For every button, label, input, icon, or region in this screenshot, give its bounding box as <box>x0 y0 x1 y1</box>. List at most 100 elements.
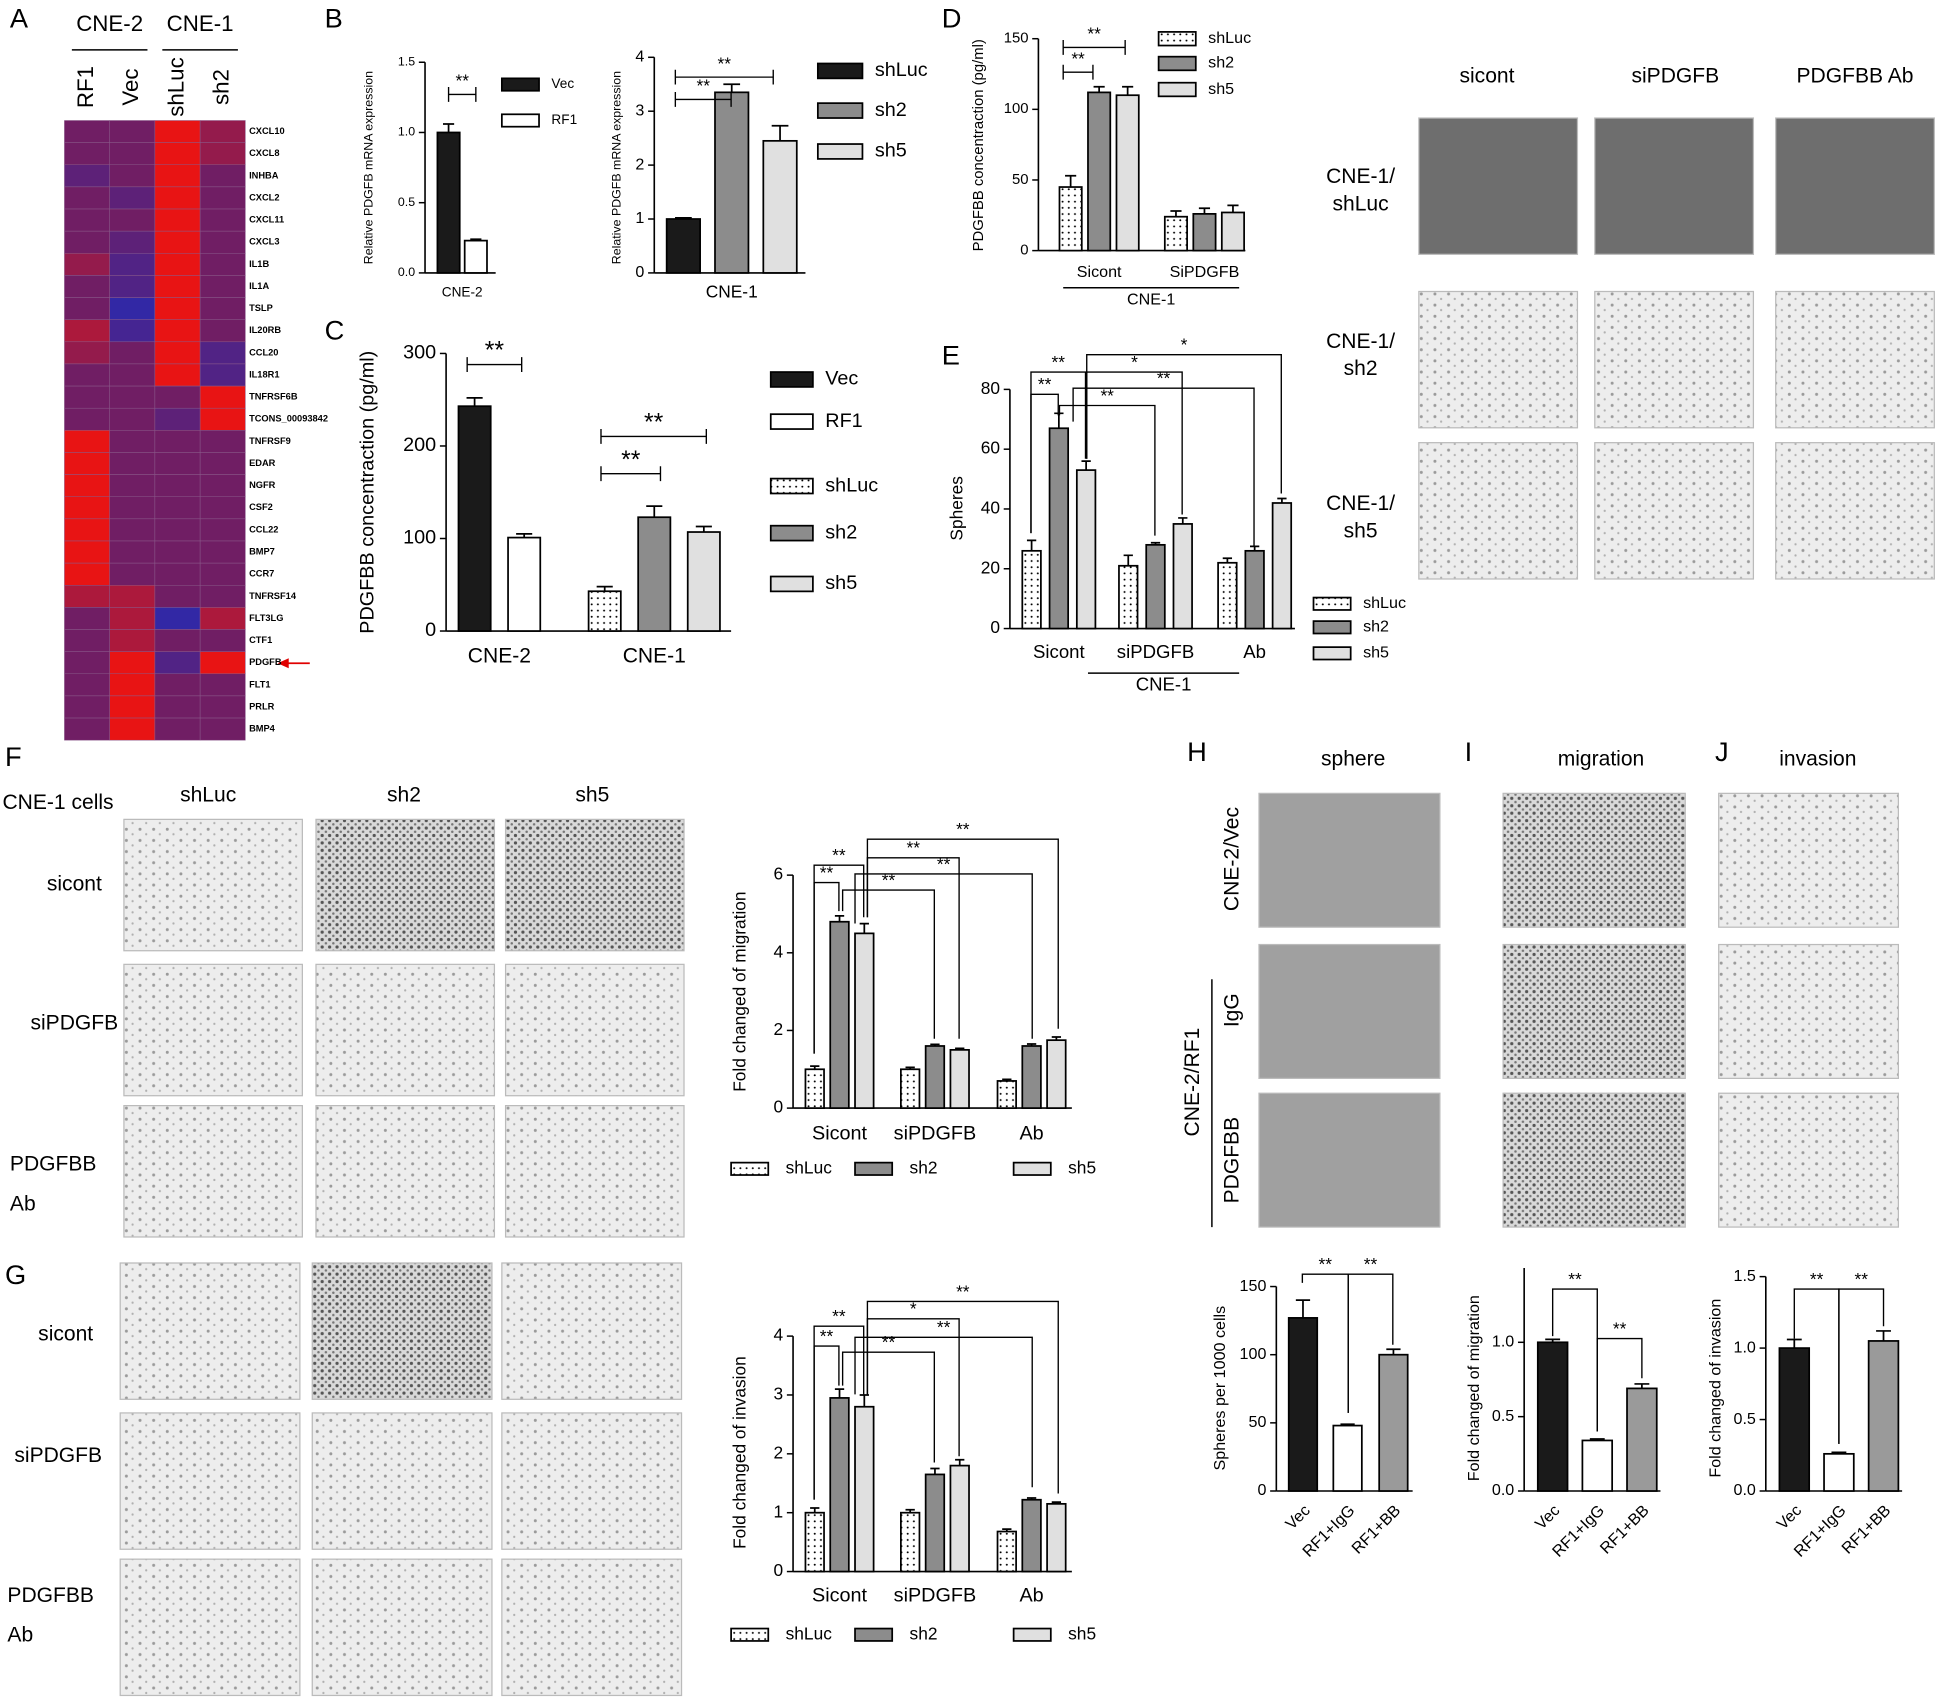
row-label: CXCL2 <box>249 192 279 202</box>
row-label: CNE-1/ <box>1326 492 1395 515</box>
legend-swatch <box>1312 646 1352 661</box>
y-axis-label: PDGFBB concentraction (pg/ml) <box>971 39 987 251</box>
row-label: siPDGFB <box>30 1011 118 1034</box>
legend-label: Vec <box>825 368 858 390</box>
group-label: CNE-1 <box>167 11 234 36</box>
heatmap-cell <box>109 651 156 675</box>
y-tick-label: 50 <box>1012 172 1029 188</box>
bar <box>1192 213 1217 252</box>
row-label: IL18R1 <box>249 369 279 379</box>
heatmap-cell <box>199 275 246 298</box>
heatmap-cell <box>64 430 110 453</box>
row-label: Ab <box>7 1624 33 1647</box>
column-label: sh2 <box>209 69 234 105</box>
row-label: IL1B <box>249 259 269 269</box>
x-tick-label: Sicont <box>1033 641 1085 662</box>
heatmap-cell <box>109 142 156 166</box>
x-tick-label: SiPDGFB <box>1170 263 1240 281</box>
row-label: TSLP <box>249 303 273 313</box>
legend-label: sh2 <box>910 1623 938 1643</box>
significance-bracket <box>841 1351 936 1463</box>
heatmap-cell <box>199 518 246 542</box>
y-tick-label: 1.5 <box>1734 1267 1756 1285</box>
x-tick-label: RF1+BB <box>1597 1501 1653 1557</box>
row-label: TNFRSF6B <box>249 392 298 402</box>
error-bar <box>905 1066 915 1070</box>
heatmap-cell <box>109 164 156 188</box>
significance-bracket <box>1596 1337 1643 1432</box>
micrograph <box>1258 792 1441 928</box>
row-label: PDGFB <box>249 657 282 667</box>
significance-bracket <box>866 1318 960 1457</box>
heatmap-cell <box>199 186 246 210</box>
error-bar <box>1227 204 1239 213</box>
bar <box>1378 1353 1409 1492</box>
significance-bracket <box>600 466 662 482</box>
y-tick-label: 0.5 <box>398 195 415 209</box>
heatmap-cell <box>154 629 201 652</box>
bar <box>1244 549 1265 630</box>
y-tick-label: 4 <box>774 941 784 961</box>
bar <box>924 1473 946 1573</box>
micrograph <box>501 1262 683 1400</box>
heatmap-cell <box>154 673 201 697</box>
error-bar <box>905 1508 915 1513</box>
significance-label: ** <box>1157 368 1171 388</box>
significance-label: * <box>1181 335 1188 355</box>
x-tick-label: Vec <box>1773 1501 1805 1533</box>
bar <box>1332 1424 1363 1492</box>
heatmap-cell <box>154 208 201 232</box>
row-label: FLT1 <box>249 679 270 689</box>
legend-swatch <box>769 477 814 495</box>
micrograph <box>315 1105 496 1238</box>
y-tick-label: 3 <box>774 1384 784 1404</box>
significance-label: ** <box>1854 1269 1868 1289</box>
significance-label: * <box>1131 352 1138 372</box>
significance-bracket <box>1086 354 1282 494</box>
row-label: shLuc <box>1333 192 1389 215</box>
y-tick-label: 0 <box>990 617 1000 637</box>
group-label: CNE-2 <box>76 11 143 36</box>
heatmap-cell <box>64 164 110 188</box>
heatmap-cell <box>109 474 156 497</box>
heatmap-cell <box>199 585 246 608</box>
bar <box>1145 543 1166 630</box>
bar <box>949 1464 970 1573</box>
legend-label: sh2 <box>1208 54 1234 72</box>
micrograph <box>123 1105 303 1238</box>
heatmap-cell <box>109 496 156 520</box>
x-tick-label: CNE-1 <box>623 645 686 668</box>
y-tick-label: 300 <box>403 342 436 364</box>
heatmap-cell <box>64 496 110 520</box>
heatmap-cell <box>199 629 246 652</box>
bar <box>996 1530 1017 1573</box>
row-label: sicont <box>47 873 102 896</box>
micrograph <box>1718 1092 1900 1228</box>
heatmap-cell <box>109 363 156 387</box>
legend-swatch <box>769 524 814 542</box>
heatmap-cell <box>154 341 201 365</box>
panel-labels: A B C D E F G H I J <box>5 2 1729 1290</box>
heatmap-cell <box>109 607 156 630</box>
row-label: CNE-1/ <box>1326 165 1395 188</box>
x-tick-label: Sicont <box>812 1122 868 1144</box>
heatmap-cell <box>109 518 156 542</box>
heatmap-cell <box>109 230 156 254</box>
significance-label: ** <box>832 845 846 865</box>
significance-label: ** <box>1810 1269 1824 1289</box>
heatmap-cell <box>199 496 246 520</box>
significance-label: ** <box>1568 1269 1582 1289</box>
significance-label: * <box>910 1299 917 1319</box>
y-tick-label: 4 <box>635 48 644 66</box>
significance-label: ** <box>820 862 834 882</box>
heatmap-cell <box>64 120 110 143</box>
error-bar <box>1026 1043 1037 1046</box>
x-tick-label: Vec <box>1532 1501 1564 1533</box>
y-tick-label: 1.5 <box>398 55 415 69</box>
y-axis-label: Fold changed of migration <box>1465 1295 1483 1481</box>
micrograph <box>1418 442 1579 580</box>
y-tick-label: 0.5 <box>1492 1407 1514 1425</box>
bar <box>1118 564 1139 630</box>
y-tick-label: 100 <box>1004 101 1029 117</box>
